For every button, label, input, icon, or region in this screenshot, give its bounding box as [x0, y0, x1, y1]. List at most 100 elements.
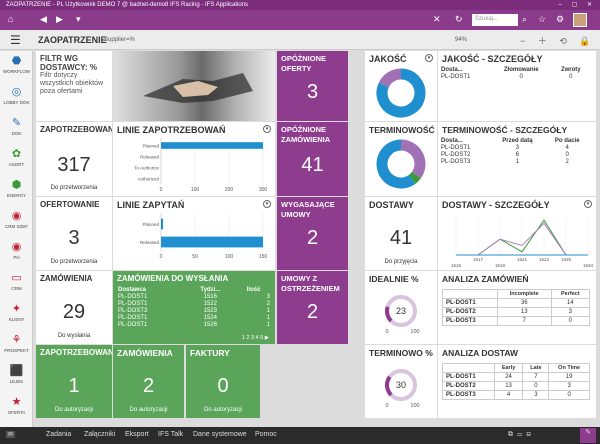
history-icon[interactable]: ▾ — [76, 14, 81, 24]
chevron-down-icon[interactable]: ▾ — [425, 54, 433, 62]
warning-contracts-tile[interactable]: UMOWY Z OSTRZEŻENIEM 2 — [277, 271, 348, 344]
table-row[interactable]: PL-DOST3 7 0 — [442, 316, 591, 326]
table-row[interactable]: PL-DOST1 0 0 — [438, 74, 590, 81]
column-header[interactable]: Incomplete — [496, 289, 552, 299]
table-row[interactable]: PL-DOST1 3 4 — [438, 145, 590, 152]
notification-icon[interactable]: ✉ — [6, 431, 16, 438]
column-header[interactable]: Dosta... — [441, 67, 463, 73]
column-header[interactable]: Late — [522, 363, 550, 373]
bottom-item-ifs-talk[interactable]: IFS Talk — [158, 431, 184, 438]
table-row[interactable]: PL-DOST1 36 14 — [442, 298, 591, 308]
column-header[interactable]: Perfect — [550, 289, 591, 299]
table-row[interactable]: PL-DOST2 6 0 — [438, 152, 590, 159]
column-header[interactable]: Po dacie — [554, 138, 580, 144]
quotations-tile[interactable]: OFERTOWANIE 3 Do przetworzenia — [36, 197, 112, 270]
window-controls[interactable]: – ▢ ✕ — [558, 2, 596, 8]
chevron-down-icon[interactable]: ▾ — [584, 200, 592, 208]
column-header[interactable]: Dosta... — [441, 138, 463, 144]
table-row[interactable]: PL-DOST1 1526 1 — [116, 322, 272, 329]
orders-to-authorize-tile[interactable]: ZAMÓWIENIA 2 Do autoryzacji — [113, 345, 184, 418]
requisitions-tile[interactable]: ZAPOTRZEBOWANIA 317 Do przetworzenia — [36, 122, 112, 196]
sidebar-item-0[interactable]: ⬣ WORKFLOW — [0, 55, 33, 74]
column-header[interactable] — [442, 363, 495, 373]
bar[interactable] — [161, 218, 164, 230]
sidebar-item-7[interactable]: ▭ CRM — [0, 272, 33, 291]
sidebar-item-1[interactable]: ◎ LOBBY DOK — [0, 86, 33, 105]
donut-slice[interactable] — [408, 171, 421, 184]
delayed-offers-tile[interactable]: OPÓŹNIONE OFERTY 3 — [277, 51, 348, 121]
home-icon[interactable]: ⌂ — [8, 14, 14, 24]
table-cell: PL-DOST1 — [441, 74, 471, 80]
table-cell: 36 — [496, 298, 552, 308]
table-row[interactable]: PL-DOST3 1523 1 — [116, 308, 272, 315]
bottom-item-attachments[interactable]: Załączniki — [84, 431, 116, 438]
column-header[interactable]: Early — [493, 363, 524, 373]
expiring-contracts-tile[interactable]: WYGASAJĄCE UMOWY 2 — [277, 197, 348, 270]
star-icon[interactable]: ☆ — [538, 14, 547, 24]
table-row[interactable]: PL-DOST1 1522 2 — [116, 301, 272, 308]
chevron-down-icon[interactable]: ▾ — [263, 200, 271, 208]
deliveries-tile[interactable]: DOSTAWY 41 Do przyjęcia — [365, 197, 437, 270]
table-row[interactable]: PL-DOST3 4 3 0 — [442, 390, 590, 400]
bar[interactable] — [161, 236, 263, 248]
table-row[interactable]: PL-DOST1 24 7 19 — [442, 372, 590, 382]
sidebar-item-10[interactable]: ⬛ LEJEK — [0, 365, 33, 384]
bar[interactable] — [161, 142, 263, 149]
close-page-icon[interactable]: ✕ — [433, 14, 441, 24]
title-bar: ZAOPATRZENIE - PL Użytkownik DEMO 7 @ ba… — [0, 0, 600, 10]
column-header[interactable]: Tydzi... — [200, 287, 221, 293]
req-to-authorize-tile[interactable]: ZAPOTRZEBOWANIA 1 Do autoryzacji — [36, 345, 112, 418]
bottom-item-export[interactable]: Eksport — [125, 431, 149, 438]
column-header[interactable]: Przed datą — [502, 138, 533, 144]
delayed-orders-tile[interactable]: OPÓŹNIONE ZAMÓWIENIA 41 — [277, 122, 348, 196]
column-header[interactable]: On Time — [548, 363, 590, 373]
orders-to-send-tile[interactable]: ZAMÓWIENIA DO WYSŁANIA Dostawca Tydzi... I… — [113, 271, 275, 344]
page-actions-icons[interactable]: − ＋ ⟲ 🔒 — [520, 36, 596, 46]
table-row[interactable]: PL-DOST2 13 3 — [442, 307, 591, 317]
donut-slice[interactable] — [376, 139, 416, 189]
table-cell: PL-DOST1 — [118, 301, 148, 307]
tick-label: 100 — [191, 187, 200, 193]
table-row[interactable]: PL-DOST1 1524 1 — [116, 315, 272, 322]
bottom-item-tasks[interactable]: Zadania — [46, 431, 72, 438]
column-header[interactable]: Dostawca — [118, 287, 147, 293]
settings-icon[interactable]: ⚙ — [556, 14, 565, 24]
window-layout-icons[interactable]: ⧉▭⊟ — [508, 431, 535, 438]
sidebar-item-5[interactable]: ◉ CRM SZEF — [0, 210, 33, 229]
sidebar-item-2[interactable]: ✎ DOK — [0, 117, 33, 136]
donut-slice[interactable] — [378, 68, 402, 88]
invoices-tile[interactable]: FAKTURY 0 Do autoryzacji — [186, 345, 260, 418]
sidebar-item-6[interactable]: ◉ PH — [0, 241, 33, 260]
sidebar-item-8[interactable]: ✦ KLIENT — [0, 303, 33, 322]
sidebar-icon: ▭ — [11, 272, 22, 284]
refresh-icon[interactable]: ↻ — [455, 14, 463, 24]
pagination[interactable]: 1 2 3 4 5 ▶ — [241, 335, 269, 341]
tick-label: 0 — [160, 254, 163, 260]
donut-slice[interactable] — [376, 68, 426, 118]
donut-slice[interactable] — [400, 139, 426, 179]
perfect-gauge: 23 0 100 — [385, 295, 420, 335]
sidebar-item-11[interactable]: ★ OFERTA — [0, 396, 33, 415]
table-row[interactable]: PL-DOST2 13 0 3 — [442, 381, 590, 391]
avatar[interactable] — [573, 13, 587, 27]
zoom-level[interactable]: 94% — [455, 37, 468, 43]
table-row[interactable]: PL-DOST3 1 2 — [438, 159, 590, 166]
back-icon[interactable]: ◀ — [40, 14, 47, 24]
selection-criteria[interactable]: Supplier=% — [104, 37, 135, 43]
search-input[interactable]: Szukaj... — [472, 14, 518, 26]
chevron-down-icon[interactable]: ▾ — [263, 125, 271, 133]
column-header[interactable] — [442, 289, 498, 299]
orders-tile[interactable]: ZAMÓWIENIA 29 Do wysłania — [36, 271, 112, 344]
sidebar-item-3[interactable]: ✿ ASORT — [0, 148, 33, 167]
menu-icon[interactable]: ☰ — [10, 33, 21, 47]
column-header[interactable]: Ilość — [246, 287, 261, 293]
column-header[interactable]: Złomowanie — [503, 67, 539, 73]
bottom-item-help[interactable]: Pomoc — [255, 431, 277, 438]
search-icon[interactable]: ⌕ — [522, 14, 528, 24]
sidebar-item-9[interactable]: ⚘ PROSPEKT — [0, 334, 33, 353]
bottom-item-system-data[interactable]: Dane systemowe — [193, 431, 247, 438]
sidebar-item-4[interactable]: ⬢ ENERGY — [0, 179, 33, 198]
forward-icon[interactable]: ▶ — [56, 14, 63, 24]
column-header[interactable]: Zwroty — [560, 67, 581, 73]
table-row[interactable]: PL-DOST1 1516 3 — [116, 294, 272, 301]
